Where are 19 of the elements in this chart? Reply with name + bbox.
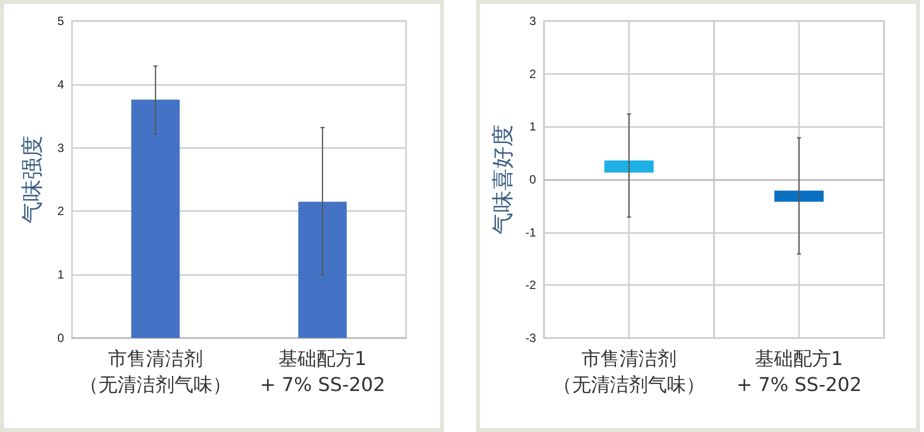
x-tick-label: 市售清洁剂（无清洁剂气味） xyxy=(553,348,705,396)
x-tick-label: 基础配方1 + 7% SS-202 xyxy=(260,348,386,396)
y-tick-label: 2 xyxy=(529,66,536,81)
x-tick-label: 市售清洁剂（无清洁剂气味） xyxy=(80,348,232,396)
y-tick-label: 0 xyxy=(529,172,536,186)
y-tick-label: 5 xyxy=(57,14,64,28)
y-tick-label: -3 xyxy=(525,331,536,345)
y-tick-label: 1 xyxy=(57,268,64,282)
y-tick-label: -2 xyxy=(525,278,536,292)
y-tick-label: 3 xyxy=(529,14,536,28)
y-tick-label: 0 xyxy=(57,331,64,345)
y-tick-label: -1 xyxy=(525,225,536,240)
y-tick-label: 2 xyxy=(57,204,64,218)
y-tick-label: 3 xyxy=(57,140,64,155)
y-tick-label: 1 xyxy=(529,120,536,134)
y-axis-title: 气味喜好度 xyxy=(490,124,516,234)
y-axis-title: 气味强度 xyxy=(20,136,46,224)
y-tick-label: 4 xyxy=(57,77,64,92)
x-tick-label: 基础配方1 + 7% SS-202 xyxy=(736,348,862,396)
